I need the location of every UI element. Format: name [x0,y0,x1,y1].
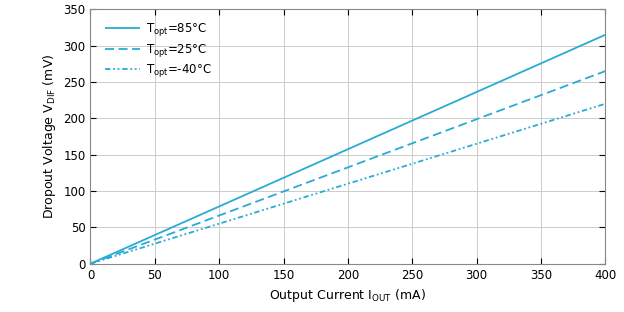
Y-axis label: Dropout Voltage V$_{\mathregular{DIF}}$ (mV): Dropout Voltage V$_{\mathregular{DIF}}$ … [41,54,58,219]
Legend: T$_{\mathregular{opt}}$=85°C, T$_{\mathregular{opt}}$=25°C, T$_{\mathregular{opt: T$_{\mathregular{opt}}$=85°C, T$_{\mathr… [102,18,215,83]
X-axis label: Output Current I$_{\mathregular{OUT}}$ (mA): Output Current I$_{\mathregular{OUT}}$ (… [270,287,426,304]
